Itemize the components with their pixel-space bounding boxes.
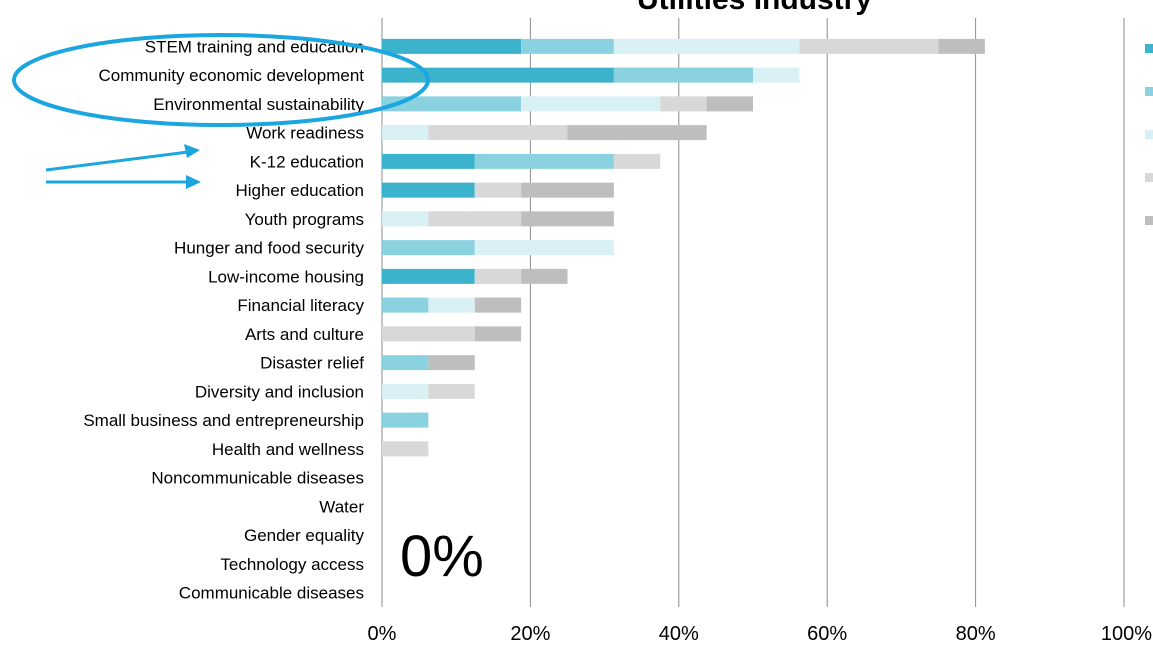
category-label: Diversity and inclusion	[195, 382, 364, 401]
category-label: Environmental sustainability	[153, 95, 364, 114]
category-label: Noncommunicable diseases	[151, 469, 364, 488]
bars	[382, 38, 985, 457]
bar-segment	[382, 297, 429, 313]
category-label: Financial literacy	[237, 296, 364, 315]
bar-segment	[474, 268, 522, 284]
category-label: Hunger and food security	[174, 239, 364, 258]
x-tick-label: 20%	[510, 623, 550, 645]
category-label: Low-income housing	[208, 267, 364, 286]
category-label: Work readiness	[246, 124, 364, 143]
bar-segment	[428, 383, 475, 399]
bar-segment	[521, 211, 614, 227]
category-label: Higher education	[235, 181, 364, 200]
bar-segment	[428, 355, 475, 371]
x-tick-label: 80%	[956, 623, 996, 645]
x-tick-label: 60%	[807, 623, 847, 645]
category-label: Arts and culture	[245, 325, 364, 344]
legend-swatch	[1145, 173, 1153, 182]
category-label: Community economic development	[98, 66, 364, 85]
legend-swatch	[1145, 216, 1153, 225]
category-label: STEM training and education	[145, 37, 364, 56]
category-labels: STEM training and education Community eco…	[83, 37, 364, 602]
bar-segment	[706, 96, 753, 112]
bar-segment	[660, 96, 707, 112]
category-label: Gender equality	[244, 526, 365, 545]
category-label: Communicable diseases	[179, 584, 364, 603]
bar-segment	[382, 412, 429, 428]
highlight-ellipse	[12, 33, 430, 127]
arrow-head	[184, 144, 200, 158]
category-label: Health and wellness	[212, 440, 364, 459]
category-label: Disaster relief	[260, 354, 364, 373]
bar-segment	[382, 67, 614, 83]
bar-segment	[521, 38, 614, 54]
x-tick-label: 0%	[368, 623, 397, 645]
bar-segment	[613, 38, 800, 54]
bar-segment	[428, 297, 475, 313]
zero-percent-annotation: 0%	[400, 524, 484, 589]
grid-lines	[381, 18, 1125, 607]
category-label: Youth programs	[245, 210, 364, 229]
chart-title: Utilities Industry	[637, 0, 872, 16]
x-axis-ticks: 0% 20% 40% 60% 80% 100%	[368, 623, 1153, 645]
bar-segment	[382, 211, 429, 227]
arrow-k12	[45, 144, 200, 172]
bar-segment	[474, 182, 522, 198]
bar-segment	[474, 326, 522, 342]
bar-segment	[382, 441, 429, 457]
bar-segment	[521, 268, 568, 284]
bar-segment	[382, 182, 475, 198]
legend-swatch	[1145, 130, 1153, 139]
bar-segment	[799, 38, 939, 54]
legend-swatch	[1145, 87, 1153, 96]
bar-segment	[382, 153, 475, 169]
category-label: K-12 education	[250, 152, 364, 171]
bar-segment	[428, 125, 568, 141]
bar-segment	[567, 125, 707, 141]
bar-segment	[382, 240, 475, 256]
bar-segment	[521, 182, 614, 198]
bar-segment	[613, 153, 661, 169]
arrow-head	[186, 175, 201, 189]
legend-swatch	[1145, 44, 1153, 53]
bar-segment	[382, 96, 522, 112]
bar-segment	[382, 355, 429, 371]
category-label: Water	[319, 497, 364, 516]
legend	[1145, 44, 1153, 225]
category-label: Technology access	[220, 555, 364, 574]
annotation-overlay	[12, 33, 430, 189]
bar-segment	[382, 125, 429, 141]
bar-segment	[382, 268, 475, 284]
arrow-higher-education	[46, 175, 201, 189]
bar-segment	[428, 211, 522, 227]
arrow-line	[45, 150, 189, 172]
bar-segment	[474, 297, 522, 313]
bar-segment	[382, 38, 522, 54]
bar-segment	[613, 67, 753, 83]
bar-segment	[382, 383, 429, 399]
bar-segment	[474, 240, 614, 256]
x-tick-label: 100%	[1101, 623, 1152, 645]
x-tick-label: 40%	[659, 623, 699, 645]
bar-segment	[521, 96, 661, 112]
bar-segment	[474, 153, 614, 169]
bar-segment	[753, 67, 800, 83]
bar-segment	[938, 38, 985, 54]
category-label: Small business and entrepreneurship	[83, 411, 364, 430]
bar-segment	[382, 326, 475, 342]
